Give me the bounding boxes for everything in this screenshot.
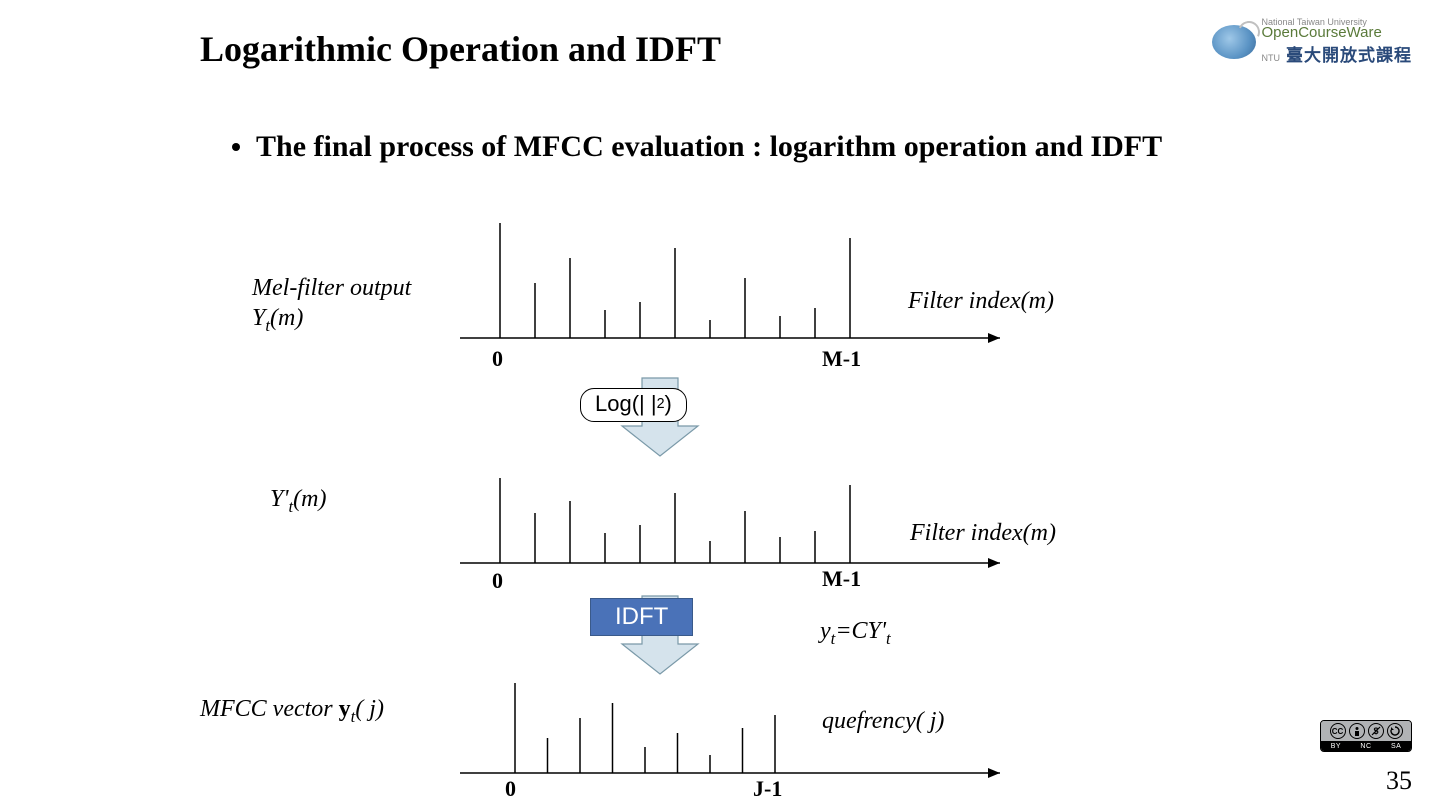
chart2-spectrum <box>460 468 1020 578</box>
ocw-logo: National Taiwan University OpenCourseWar… <box>1212 18 1413 66</box>
equation-label: yt=CY't <box>820 618 891 645</box>
chart2-left-label: Y't(m) <box>270 486 326 513</box>
nc-icon: $ <box>1368 723 1384 739</box>
chart3-spectrum <box>460 678 1020 788</box>
logo-en: OpenCourseWare <box>1262 24 1382 41</box>
bullet-text: The final process of MFCC evaluation : l… <box>256 128 1162 166</box>
cc-bottom-text: BYNCSA <box>1321 741 1411 751</box>
sa-icon <box>1387 723 1403 739</box>
slide-title: Logarithmic Operation and IDFT <box>200 28 721 70</box>
logo-ntu: NTU <box>1262 53 1281 63</box>
diagram: Mel-filter outputYt(m) Filter index(m) 0… <box>200 218 1240 778</box>
chart3-left-label: MFCC vector yt( j) <box>200 696 384 723</box>
chart1-spectrum <box>460 218 1020 353</box>
cc-license-badge: CC $ BYNCSA <box>1320 720 1412 752</box>
bullet-row: The final process of MFCC evaluation : l… <box>232 128 1360 166</box>
cc-icon: CC <box>1330 723 1346 739</box>
globe-icon <box>1212 25 1256 59</box>
logo-zh: 臺大開放式課程 <box>1286 46 1412 65</box>
page-number: 35 <box>1386 766 1412 796</box>
bullet-dot-icon <box>232 143 240 151</box>
idft-operation-box: IDFT <box>590 598 693 636</box>
chart1-left-label: Mel-filter outputYt(m) <box>252 273 411 333</box>
log-operation-box: Log(| |2) <box>580 388 687 422</box>
by-icon <box>1349 723 1365 739</box>
